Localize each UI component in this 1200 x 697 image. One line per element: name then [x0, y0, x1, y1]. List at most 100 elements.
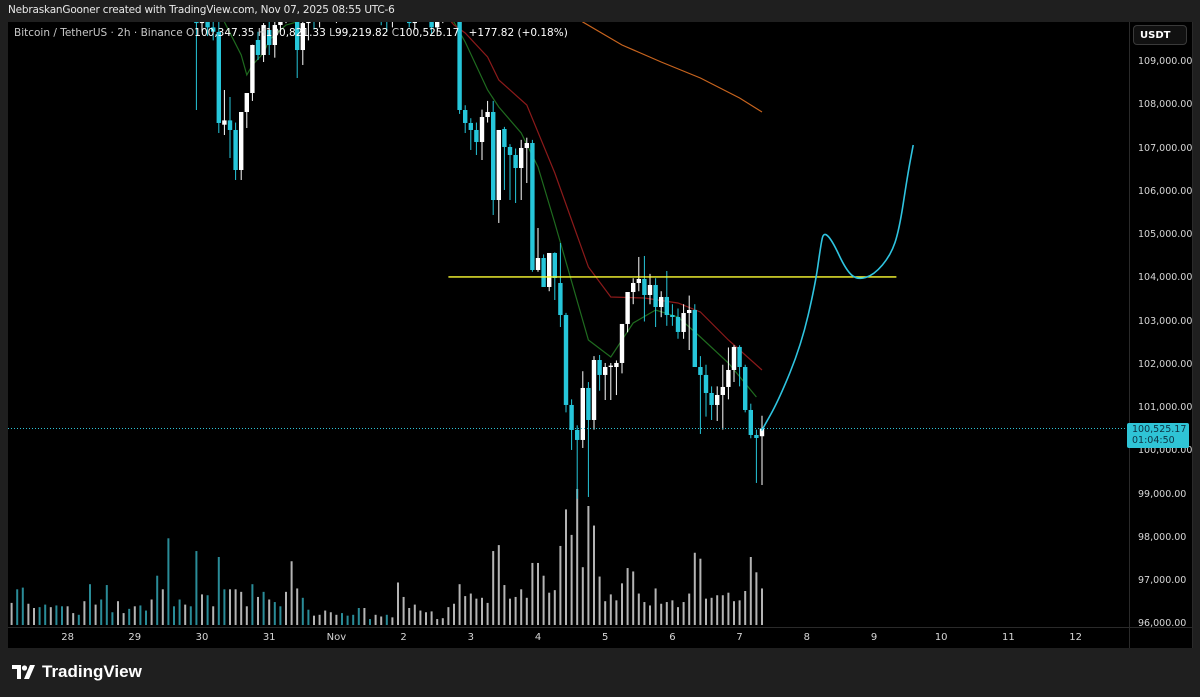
candle [698, 356, 703, 434]
volume-bar [749, 557, 752, 625]
candle-body [608, 365, 613, 367]
candle [429, 22, 434, 34]
volume-bar [509, 598, 511, 625]
volume-bar [453, 603, 455, 625]
volume-bar [436, 619, 439, 625]
volume-bar [469, 593, 472, 625]
volume-bar [755, 572, 758, 625]
candle [575, 425, 580, 499]
candle [261, 23, 266, 62]
candle [759, 415, 765, 485]
candle [507, 144, 513, 201]
brand-name: TradingView [42, 662, 142, 681]
candle [502, 126, 507, 190]
price-axis-divider [1129, 22, 1130, 648]
candle-body [407, 22, 412, 24]
volume-bar [553, 590, 556, 625]
candle [205, 22, 210, 37]
candle-body [524, 143, 529, 148]
candle [412, 22, 417, 30]
low-label: L [329, 27, 335, 39]
time-tick-label: 3 [467, 632, 474, 643]
drawings[interactable] [8, 144, 1129, 431]
volume-bar [514, 596, 517, 625]
currency-badge[interactable]: USDT [1133, 25, 1187, 45]
candle [239, 111, 244, 180]
time-tick-label: 4 [534, 632, 542, 643]
candle [357, 0, 361, 1]
candle [194, 22, 199, 111]
current-price-value: 100,525.17 [1132, 424, 1187, 435]
candle [285, 22, 287, 24]
volume-bar [576, 489, 579, 625]
candle-body [457, 22, 462, 111]
candle-body [631, 283, 636, 293]
candle-body [558, 283, 563, 316]
candle-body [435, 22, 440, 28]
candle-body [575, 429, 580, 440]
candle-body [569, 404, 574, 430]
volume-bar [105, 585, 108, 625]
candle-body [317, 10, 321, 19]
volume-bar [721, 595, 724, 625]
time-tick-label: 7 [736, 632, 743, 643]
tradingview-logo[interactable]: TradingView [12, 662, 142, 682]
volume-bar [100, 599, 103, 625]
candle [390, 10, 394, 28]
candle-body [446, 8, 450, 10]
candle-body [535, 258, 541, 270]
volume-bar [660, 603, 663, 625]
candle [715, 386, 720, 421]
candles [194, 0, 765, 499]
candle-body [390, 10, 394, 21]
candle [435, 22, 440, 37]
candle-body [720, 386, 725, 395]
candle [681, 304, 686, 339]
candle [452, 1, 456, 20]
time-tick-label: 30 [195, 632, 209, 643]
bar-countdown: 01:04:50 [1132, 435, 1175, 446]
price-tick-label: 96,000.00 [1138, 618, 1187, 630]
price-tick-label: 109,000.00 [1138, 56, 1193, 67]
candle [233, 122, 238, 180]
symbol-name[interactable]: Bitcoin / TetherUS · 2h · Binance [14, 27, 183, 39]
candle [726, 347, 731, 400]
time-tick-label: 5 [602, 632, 609, 643]
candle-body [759, 428, 765, 437]
volume-bar [10, 602, 13, 625]
volume-bar [542, 575, 545, 625]
ma-slow-line [581, 22, 763, 113]
candle [317, 10, 321, 28]
candle-body [586, 387, 591, 420]
candle-body [255, 39, 261, 55]
candle [211, 22, 216, 41]
chart-panel[interactable] [8, 22, 1193, 648]
candle-body [754, 434, 759, 438]
open-value: 100,347.35 [194, 27, 255, 39]
volume-bar [531, 562, 534, 625]
candle-body [687, 309, 692, 314]
candle [295, 22, 300, 79]
volume-bar [38, 607, 41, 625]
candle [255, 31, 261, 61]
volume-bar [279, 606, 282, 625]
current-price-label: 100,525.17 01:04:50 [1127, 423, 1189, 448]
candle [335, 22, 337, 24]
volume-bar [402, 596, 405, 625]
volume-bar [229, 589, 231, 625]
candle-body [737, 346, 742, 367]
time-tick-label: 28 [61, 632, 74, 643]
volume-bar [654, 588, 657, 625]
candle-body [468, 122, 473, 130]
candle [313, 22, 315, 30]
candle [720, 364, 725, 430]
candle [675, 308, 681, 339]
candle [418, 6, 422, 21]
volume-bar [49, 607, 52, 625]
volume-bar [671, 600, 674, 625]
candle [272, 22, 277, 58]
volume-bar [738, 600, 741, 625]
volume-bar [139, 605, 142, 625]
volume-bar [643, 602, 646, 625]
